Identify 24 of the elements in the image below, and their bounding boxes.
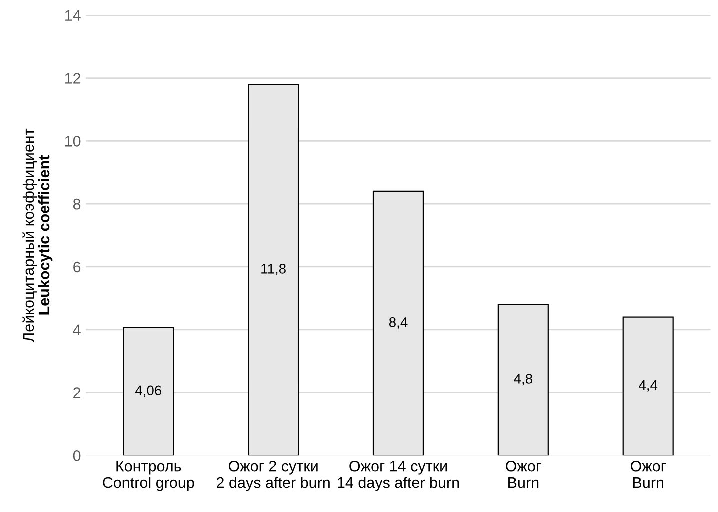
y-tick-label: 0 <box>73 450 81 462</box>
bar <box>622 316 674 456</box>
y-tick-label: 12 <box>65 73 81 84</box>
bar <box>498 304 549 456</box>
data-label: 8,4 <box>389 317 408 329</box>
y-axis-title: Лейкоцитарный коэффициент Leukocytic coefficient <box>22 128 53 342</box>
x-tick-label: Ожог Burn <box>630 460 666 488</box>
y-tick-label: 10 <box>65 136 81 147</box>
x-tick-label: Ожог Burn <box>506 460 542 488</box>
bar <box>123 327 174 456</box>
data-label: 4,4 <box>639 380 658 392</box>
y-tick-label: 4 <box>73 324 81 336</box>
x-tick-label: Контроль Control group <box>103 461 194 492</box>
y-tick-label: 8 <box>73 198 81 210</box>
y-tick-label: 14 <box>65 10 81 21</box>
y-tick-label: 6 <box>74 262 81 273</box>
bar <box>372 190 424 456</box>
data-label: 11,8 <box>262 264 286 276</box>
data-label: 4,8 <box>514 374 532 386</box>
x-tick-label: Ожог 14 сутки 14 days after burn <box>338 460 460 492</box>
y-tick-label: 2 <box>74 388 81 398</box>
bar <box>248 84 300 456</box>
data-label: 4,06 <box>135 386 162 398</box>
x-tick-label: Ожог 2 сутки 2 days after burn <box>217 460 330 492</box>
